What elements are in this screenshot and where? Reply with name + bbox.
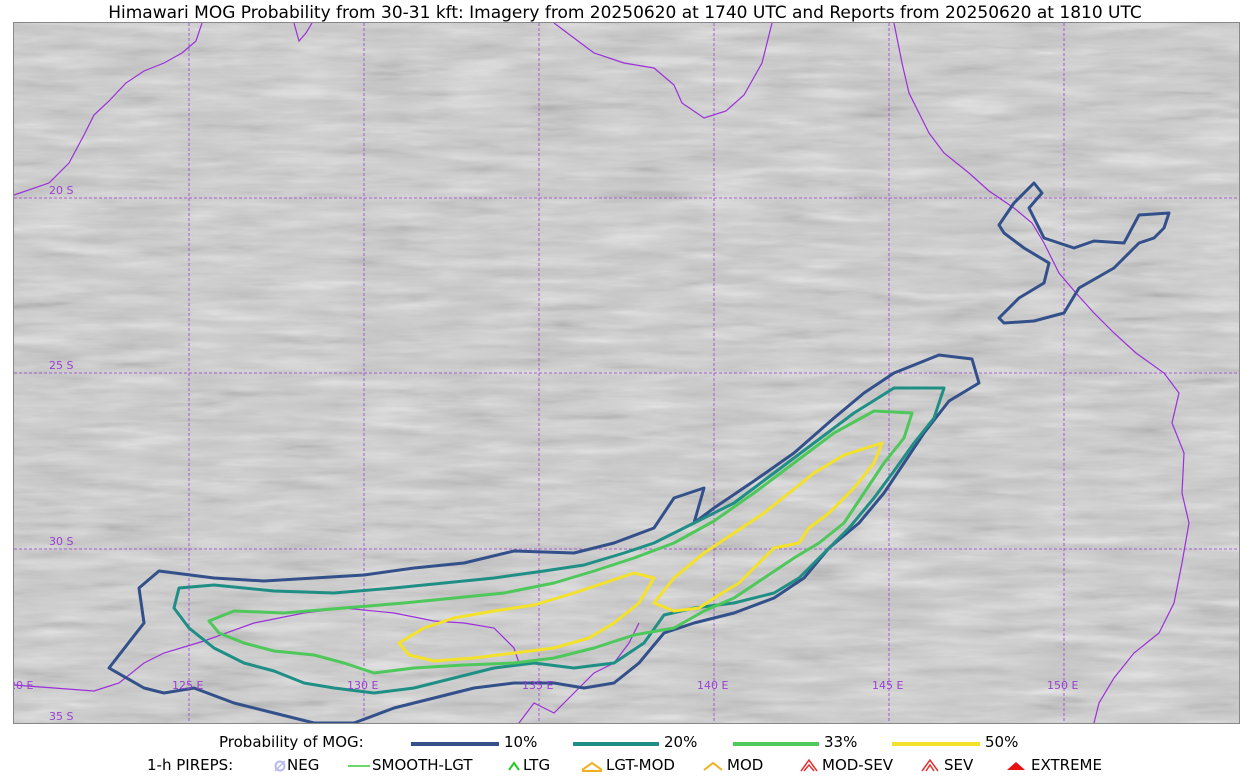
contour-50-percent: [397, 441, 884, 663]
contour-10-percent-ne: [997, 181, 1171, 325]
coast-kimberley: [14, 23, 203, 196]
legend-swatch-20: [573, 742, 659, 746]
contour-33-percent: [207, 409, 914, 675]
coast-south: [518, 622, 640, 723]
legend-swatch-10: [411, 742, 499, 746]
lat-label: 25 S: [49, 359, 73, 372]
coast-joseph-bonaparte: [293, 23, 313, 43]
lon-label: 150 E: [1047, 679, 1078, 692]
mod-icon: [703, 761, 723, 771]
neg-icon: [274, 760, 286, 772]
map-canvas: 20 S 25 S 30 S 35 S 120 E 125 E 130 E 13…: [14, 23, 1239, 723]
latitude-labels: 20 S 25 S 30 S 35 S: [49, 184, 73, 723]
probability-legend-label: Probability of MOG:: [219, 733, 364, 751]
coast-gulf-carpentaria: [553, 23, 773, 119]
coast-east: [893, 23, 1190, 723]
lon-label: 140 E: [697, 679, 728, 692]
map-title: Himawari MOG Probability from 30-31 kft:…: [108, 3, 1142, 23]
legend-label-50: 50%: [985, 733, 1019, 751]
lon-label: 120 E: [14, 679, 33, 692]
state-border-west: [14, 607, 520, 692]
longitude-labels: 120 E 125 E 130 E 135 E 140 E 145 E 150 …: [14, 679, 1078, 692]
lgt-mod-icon: [581, 761, 603, 772]
legend-swatch-50: [892, 742, 980, 746]
legend-label-33: 33%: [824, 733, 858, 751]
legend-swatch-33: [733, 742, 819, 746]
lat-label: 20 S: [49, 184, 73, 197]
pirep-label-lgt-mod: LGT-MOD: [606, 756, 675, 774]
smooth-lgt-icon: [348, 765, 370, 767]
legend-label-10: 10%: [504, 733, 538, 751]
contour-10-percent: [107, 353, 981, 723]
coastline: [14, 23, 1190, 723]
legend-label-20: 20%: [664, 733, 698, 751]
pirep-label-ltg: LTG: [523, 756, 551, 774]
pirep-label-mod: MOD: [727, 756, 764, 774]
pirep-label-extreme: EXTREME: [1031, 756, 1102, 774]
lon-label: 125 E: [172, 679, 203, 692]
lon-label: 130 E: [347, 679, 378, 692]
pirep-label-mod-sev: MOD-SEV: [822, 756, 893, 774]
lon-label: 145 E: [872, 679, 903, 692]
lon-label: 135 E: [522, 679, 553, 692]
pirep-label-neg: NEG: [287, 756, 320, 774]
mog-contours: [107, 181, 1171, 723]
graticule: [14, 23, 1239, 723]
probability-legend: Probability of MOG: 10% 20% 33% 50%: [0, 733, 1250, 753]
pirep-legend-label: 1-h PIREPS:: [147, 756, 234, 774]
pirep-label-sev: SEV: [944, 756, 974, 774]
pirep-legend: 1-h PIREPS: NEG SMOOTH-LGT LTG LGT-MOD M…: [0, 756, 1250, 776]
lat-label: 30 S: [49, 535, 73, 548]
sev-icon: [921, 758, 939, 772]
ltg-icon: [508, 761, 520, 771]
lat-label: 35 S: [49, 710, 73, 723]
extreme-icon: [1007, 762, 1025, 770]
mod-sev-icon: [800, 758, 818, 772]
pirep-label-smooth-lgt: SMOOTH-LGT: [372, 756, 473, 774]
contour-20-percent: [172, 386, 946, 695]
satellite-map: 20 S 25 S 30 S 35 S 120 E 125 E 130 E 13…: [13, 22, 1240, 724]
